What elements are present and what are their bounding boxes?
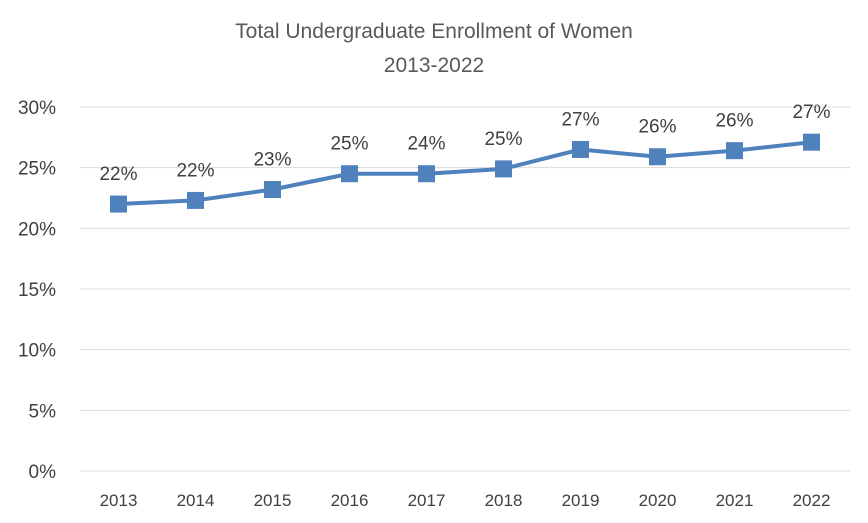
data-label: 23% [253,150,291,171]
data-point-marker [803,133,820,151]
x-tick-label: 2017 [408,491,446,510]
y-tick-label: 5% [29,401,57,422]
x-tick-label: 2014 [177,491,215,510]
series-line [116,140,814,207]
y-tick-label: 30% [18,98,56,119]
data-label: 26% [638,117,676,138]
x-tick-label: 2015 [254,491,292,510]
data-label: 25% [484,129,522,150]
data-point-marker [110,195,127,213]
y-tick-label: 15% [18,280,56,301]
data-labels: 22% 22% 23% 25% 24% 25% 27% 26% 26% 27% [99,102,830,185]
x-tick-label: 2016 [331,491,369,510]
data-point-marker [341,165,358,183]
data-label: 26% [715,111,753,132]
x-tick-label: 2019 [562,491,600,510]
gridlines [80,106,850,472]
chart-title: Total Undergraduate Enrollment of Women [235,20,633,43]
y-tick-label: 0% [29,462,57,483]
y-tick-label: 10% [18,341,56,362]
data-point-marker [495,160,512,178]
x-tick-label: 2018 [485,491,523,510]
series-line-group [116,140,814,207]
data-point-marker [418,165,435,183]
data-point-marker [572,140,589,158]
data-point-marker [726,142,743,160]
y-tick-label: 20% [18,219,56,240]
chart-subtitle: 2013-2022 [384,54,484,77]
data-label: 22% [99,164,137,185]
y-axis: 0% 5% 10% 15% 20% 25% 30% [18,98,56,483]
y-tick-label: 25% [18,159,56,180]
x-axis: 2013 2014 2015 2016 2017 2018 2019 2020 2021 2022 [100,491,831,510]
data-point-marker [187,191,204,209]
data-label: 24% [407,134,445,155]
x-tick-label: 2022 [793,491,831,510]
x-tick-label: 2020 [639,491,677,510]
data-point-marker [264,181,281,199]
series-markers [110,133,820,213]
data-label: 27% [792,102,830,123]
data-label: 25% [330,134,368,155]
x-tick-label: 2021 [716,491,754,510]
data-point-marker [649,148,666,166]
x-tick-label: 2013 [100,491,138,510]
data-label: 22% [176,160,214,181]
data-label: 27% [561,109,599,130]
